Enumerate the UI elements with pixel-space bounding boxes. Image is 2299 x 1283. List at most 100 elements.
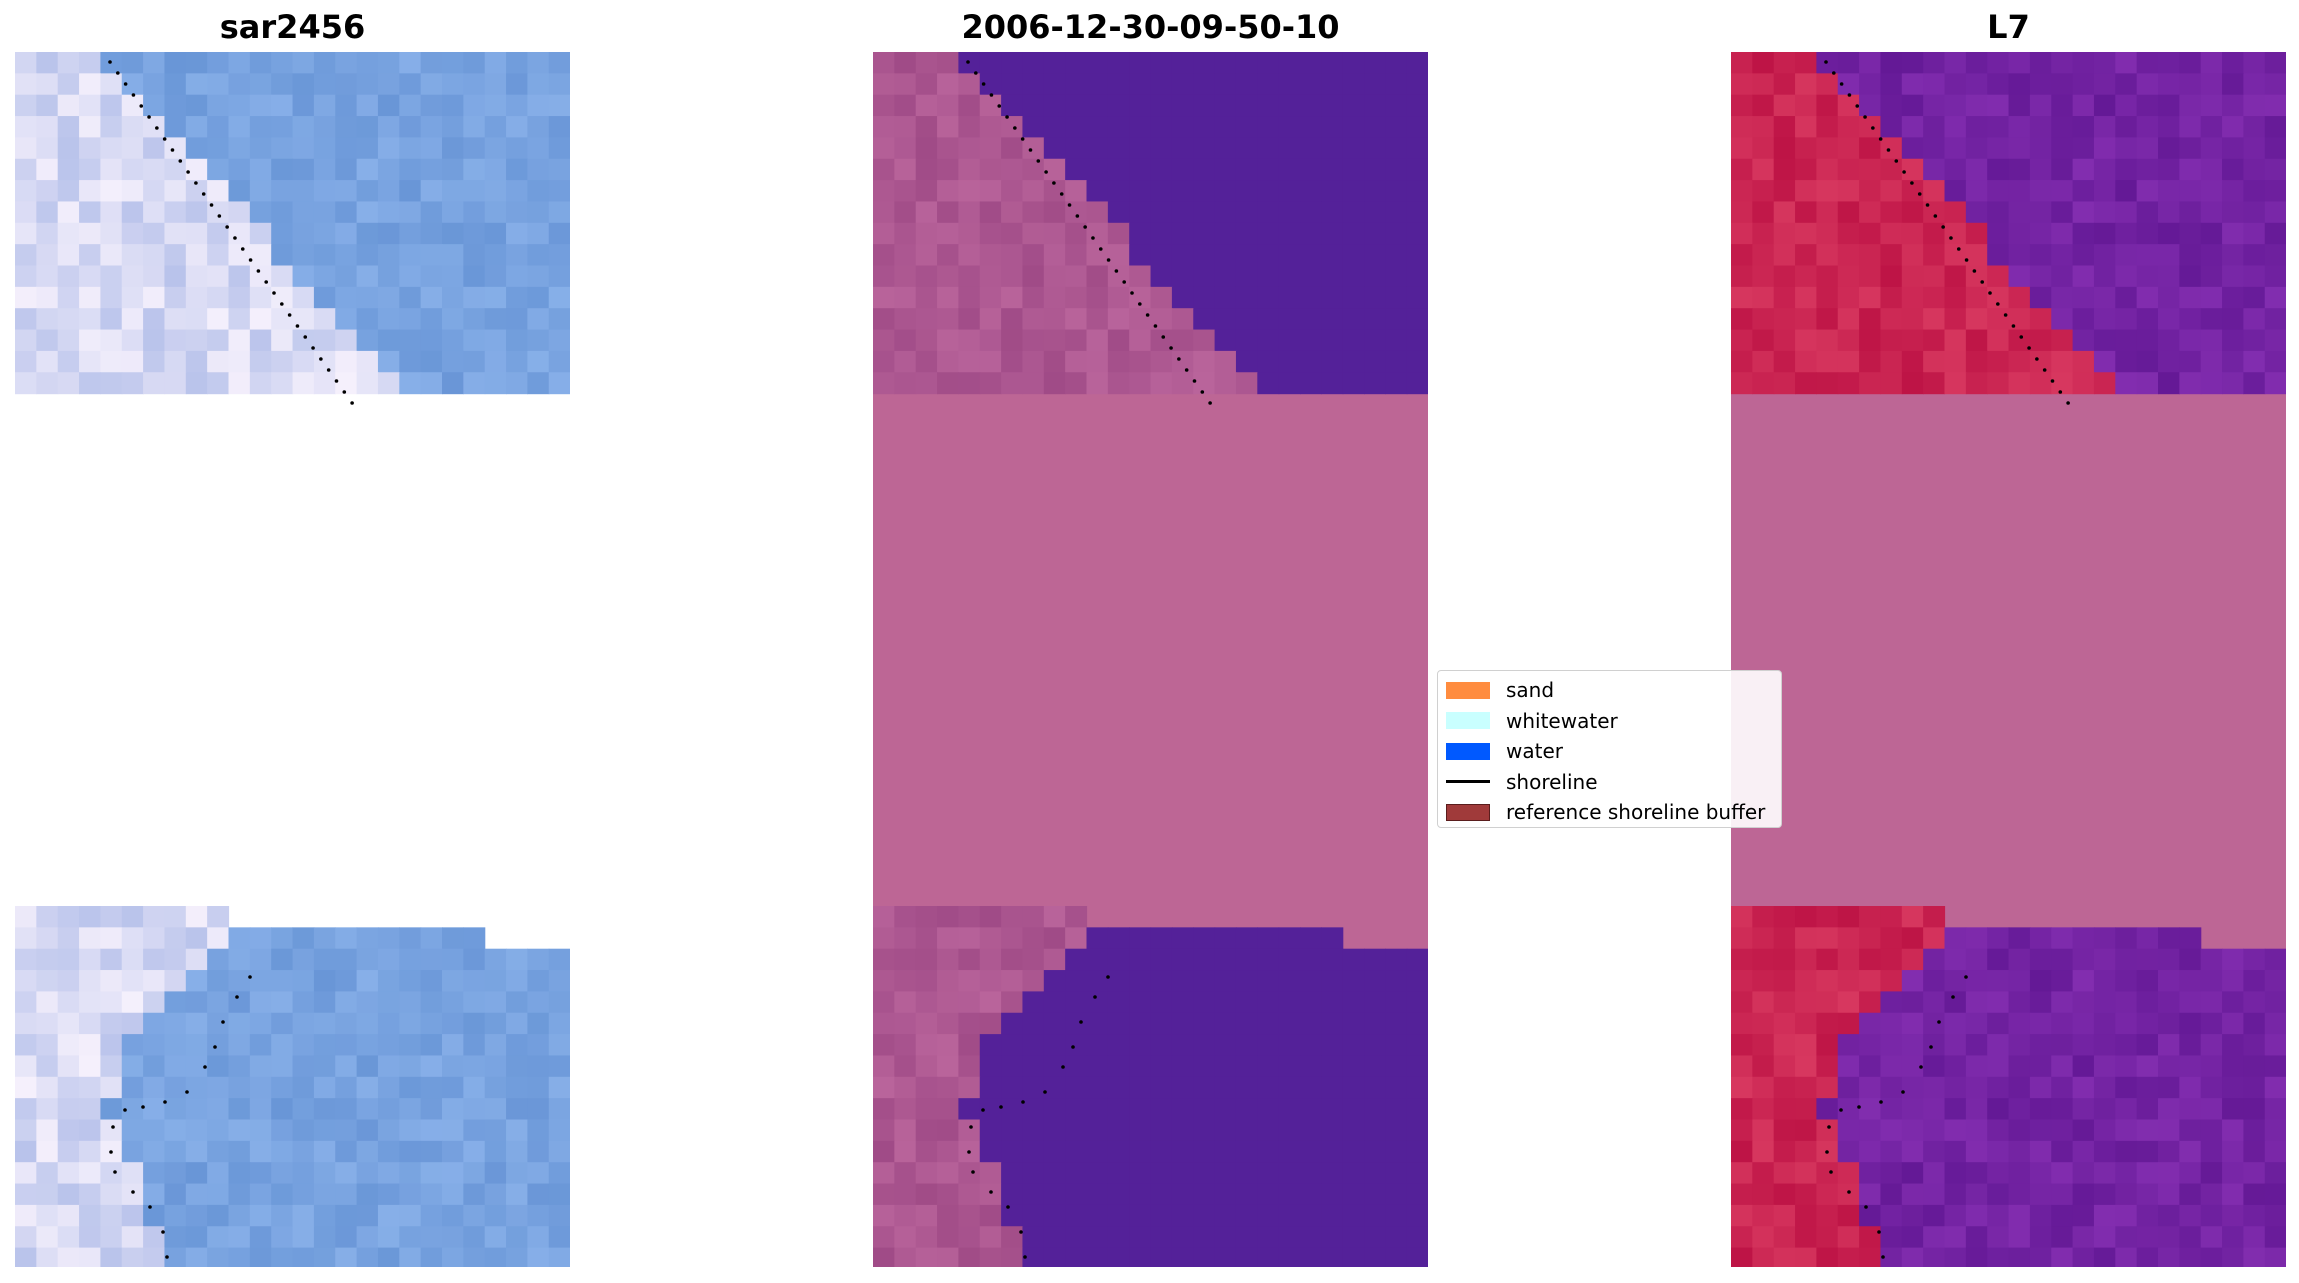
image-pixel: [527, 329, 550, 352]
class-pixel: [1129, 1183, 1152, 1206]
image-pixel: [185, 116, 208, 138]
index-pixel: [2179, 1140, 2202, 1163]
class-pixel: [937, 244, 959, 267]
index-pixel: [1816, 1055, 1839, 1078]
image-pixel: [36, 329, 59, 352]
index-pixel: [2243, 329, 2266, 352]
image-pixel: [420, 329, 443, 352]
shoreline-point: [967, 1150, 971, 1154]
class-pixel: [1235, 52, 1258, 74]
class-pixel: [1001, 1226, 1024, 1249]
shoreline-point: [342, 390, 347, 394]
image-pixel: [36, 1098, 59, 1121]
image-pixel: [121, 372, 144, 395]
index-pixel: [1816, 1098, 1839, 1121]
image-pixel: [100, 1204, 123, 1227]
image-pixel: [121, 94, 144, 117]
image-pixel: [506, 201, 528, 224]
index-pixel: [2264, 1076, 2286, 1099]
shoreline-point: [201, 192, 206, 196]
class-pixel: [1235, 1098, 1258, 1121]
class-pixel: [1065, 906, 1088, 928]
shoreline-point: [155, 126, 159, 130]
index-pixel: [1944, 137, 1967, 160]
index-pixel: [1987, 158, 2010, 181]
index-pixel: [2029, 1055, 2052, 1078]
class-pixel: [979, 1098, 1002, 1121]
index-pixel: [2158, 970, 2180, 992]
image-pixel: [121, 244, 144, 267]
class-pixel: [873, 1076, 895, 1099]
image-pixel: [36, 970, 59, 992]
shoreline-point: [2027, 346, 2031, 350]
index-pixel: [2179, 137, 2202, 160]
index-pixel: [1837, 350, 1860, 373]
index-pixel: [1859, 1119, 1882, 1142]
index-pixel: [1923, 94, 1946, 117]
image-pixel: [271, 158, 294, 181]
class-pixel: [1043, 201, 1066, 224]
image-pixel: [143, 1183, 166, 1206]
image-pixel: [228, 1162, 251, 1185]
index-pixel: [2051, 116, 2074, 138]
index-pixel: [2093, 286, 2116, 309]
class-pixel: [1171, 970, 1194, 992]
class-pixel: [1278, 1183, 1301, 1206]
image-pixel: [15, 948, 37, 971]
index-pixel: [1880, 372, 1903, 395]
class-pixel: [1086, 1055, 1109, 1078]
index-pixel: [1880, 948, 1903, 971]
index-pixel: [1987, 927, 2010, 950]
index-pixel: [1731, 1076, 1753, 1099]
index-pixel: [2072, 1140, 2095, 1163]
shoreline-point: [1184, 368, 1189, 372]
image-pixel: [335, 927, 358, 950]
class-pixel: [937, 970, 959, 992]
image-pixel: [442, 1098, 464, 1121]
class-pixel: [1065, 927, 1088, 950]
image-pixel: [399, 948, 422, 971]
image-pixel: [121, 73, 144, 96]
index-pixel: [1944, 927, 1967, 950]
index-pixel: [1816, 116, 1839, 138]
class-pixel: [1214, 137, 1237, 160]
image-pixel: [442, 308, 464, 331]
class-pixel: [1150, 1204, 1173, 1227]
image-pixel: [121, 1162, 144, 1185]
image-pixel: [442, 1119, 464, 1142]
image-pixel: [484, 350, 507, 373]
class-pixel: [915, 1247, 938, 1267]
class-pixel: [1300, 991, 1322, 1014]
image-pixel: [527, 1162, 550, 1185]
class-pixel: [1065, 158, 1088, 181]
index-pixel: [1880, 1076, 1903, 1099]
image-pixel: [399, 308, 422, 331]
shoreline-point: [111, 1125, 115, 1129]
image-pixel: [57, 1012, 80, 1035]
image-pixel: [143, 1247, 166, 1267]
image-pixel: [442, 286, 464, 309]
index-pixel: [2136, 222, 2159, 245]
class-pixel: [915, 1098, 938, 1121]
index-pixel: [1923, 1034, 1946, 1057]
image-pixel: [249, 329, 272, 352]
class-pixel: [915, 1076, 938, 1099]
image-pixel: [100, 201, 123, 224]
class-pixel: [894, 1204, 917, 1227]
index-pixel: [2243, 94, 2266, 117]
class-pixel: [1065, 1204, 1088, 1227]
image-pixel: [36, 1119, 59, 1142]
index-pixel: [1816, 970, 1839, 992]
index-pixel: [2072, 137, 2095, 160]
index-pixel: [2072, 1183, 2095, 1206]
class-pixel: [1065, 201, 1088, 224]
class-pixel: [1193, 158, 1216, 181]
index-pixel: [2243, 372, 2266, 395]
image-pixel: [121, 286, 144, 309]
class-pixel: [1043, 1012, 1066, 1035]
image-pixel: [249, 265, 272, 288]
image-pixel: [121, 948, 144, 971]
class-pixel: [1065, 94, 1088, 117]
class-pixel: [1235, 970, 1258, 992]
class-pixel: [979, 329, 1002, 352]
